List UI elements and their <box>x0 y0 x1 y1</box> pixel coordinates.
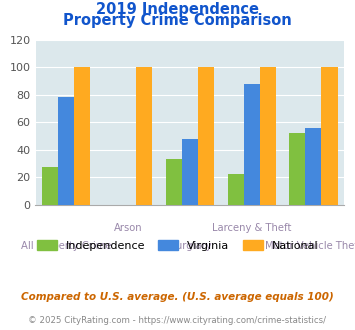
Bar <box>322 67 338 205</box>
Text: 2019 Independence: 2019 Independence <box>96 2 259 16</box>
Bar <box>228 174 244 205</box>
Bar <box>244 83 260 205</box>
Text: Burglary: Burglary <box>169 241 211 251</box>
Bar <box>182 139 198 205</box>
Bar <box>198 67 214 205</box>
Bar <box>289 133 305 205</box>
Bar <box>260 67 276 205</box>
Legend: Independence, Virginia, National: Independence, Virginia, National <box>32 236 323 255</box>
Bar <box>58 97 75 205</box>
Bar <box>136 67 152 205</box>
Bar <box>75 67 91 205</box>
Text: Arson: Arson <box>114 223 142 233</box>
Text: All Property Crime: All Property Crime <box>21 241 111 251</box>
Text: Compared to U.S. average. (U.S. average equals 100): Compared to U.S. average. (U.S. average … <box>21 292 334 302</box>
Text: © 2025 CityRating.com - https://www.cityrating.com/crime-statistics/: © 2025 CityRating.com - https://www.city… <box>28 316 327 325</box>
Text: Motor Vehicle Theft: Motor Vehicle Theft <box>265 241 355 251</box>
Text: Property Crime Comparison: Property Crime Comparison <box>63 13 292 28</box>
Text: Larceny & Theft: Larceny & Theft <box>212 223 291 233</box>
Bar <box>42 168 58 205</box>
Bar <box>305 128 322 205</box>
Bar <box>166 159 182 205</box>
